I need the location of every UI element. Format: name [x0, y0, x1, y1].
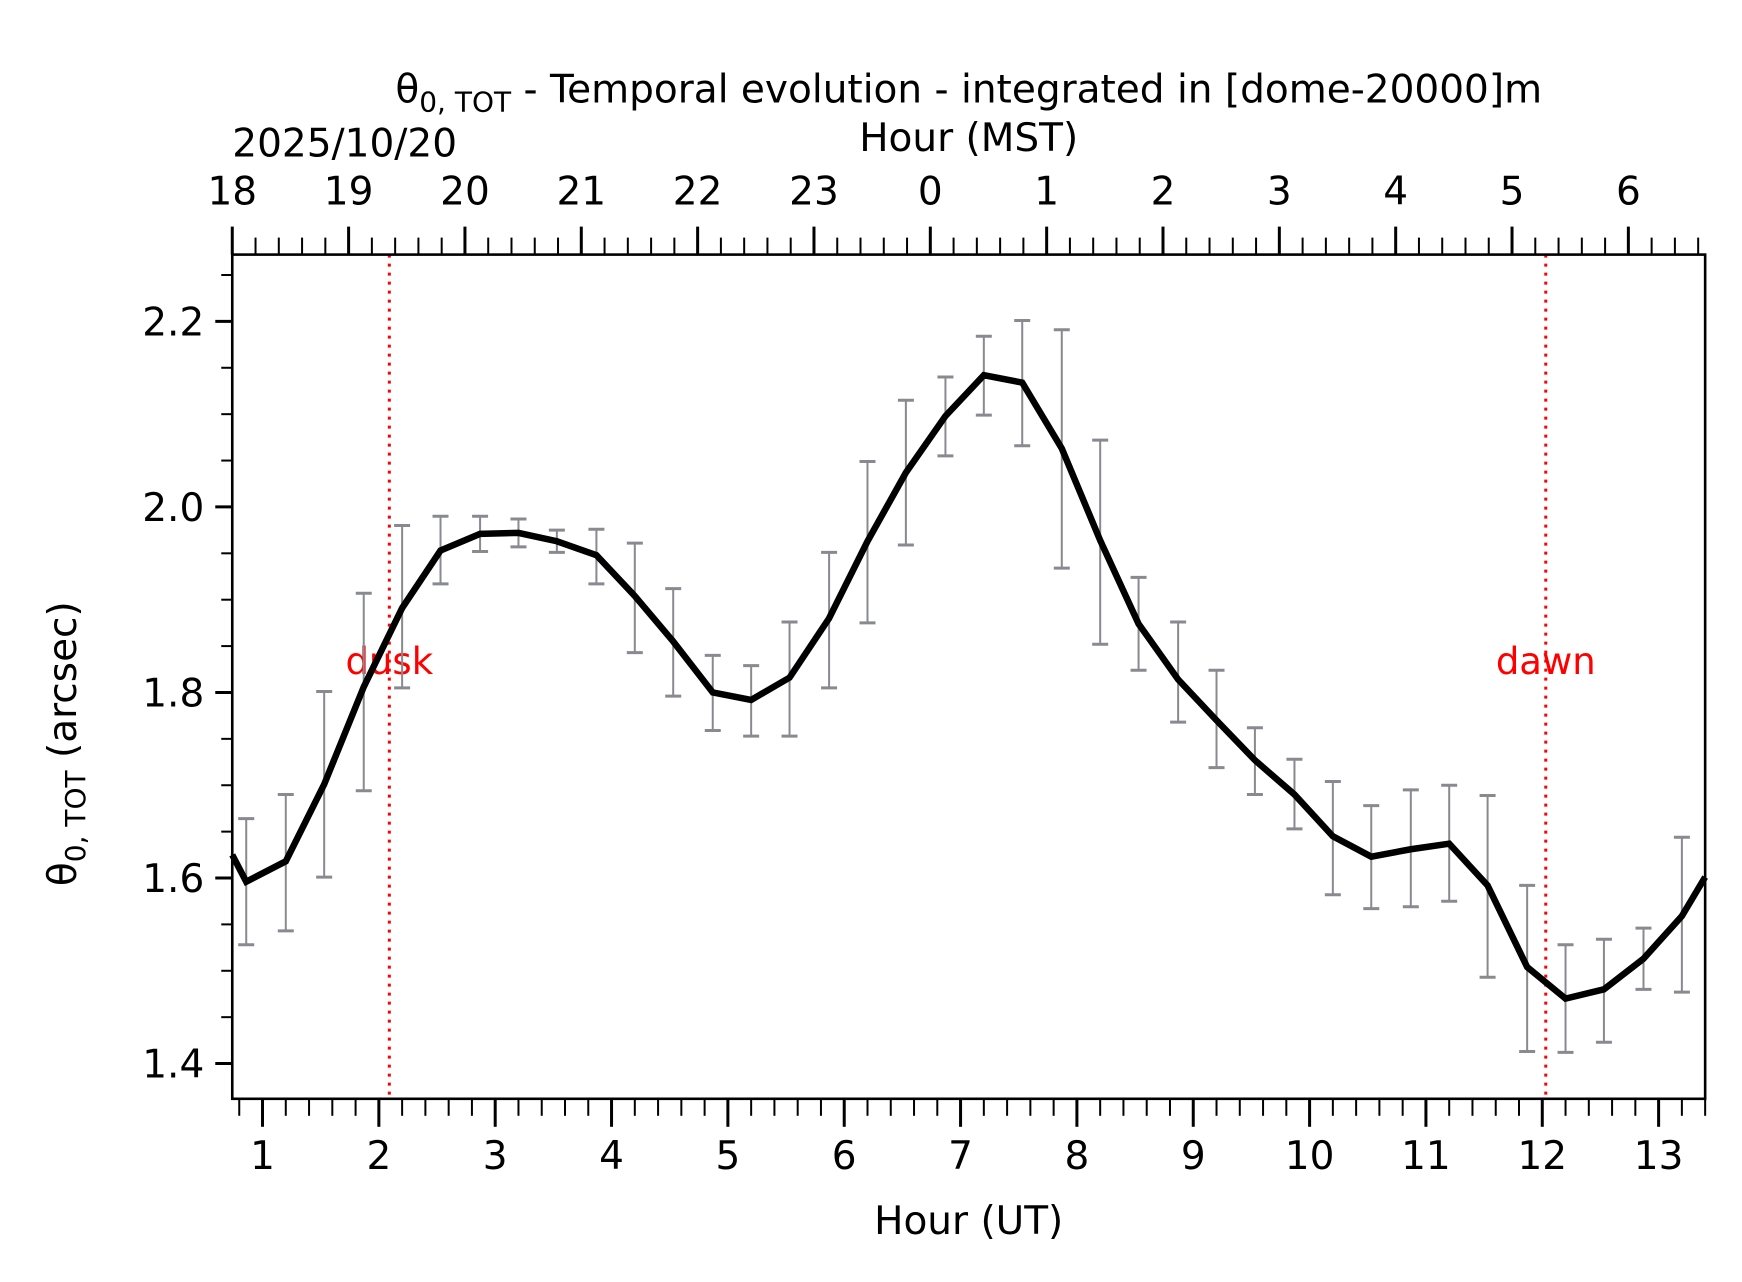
y-tick-label: 2.0	[142, 486, 204, 531]
ylabel-symbol: θ	[41, 862, 86, 886]
title-subscript: 0, TOT	[419, 86, 512, 119]
x2-tick-label: 21	[556, 170, 606, 215]
x2-tick-label: 1	[1034, 170, 1059, 215]
date-label: 2025/10/20	[232, 121, 457, 166]
x-tick-label: 12	[1517, 1134, 1567, 1179]
x2-tick-label: 6	[1616, 170, 1641, 215]
annotations: dusk dawn	[346, 254, 1596, 1099]
x-tick-label: 13	[1634, 1134, 1684, 1179]
ylabel-subscript: 0, TOT	[59, 769, 92, 862]
x-tick-label: 2	[366, 1134, 391, 1179]
series-line	[229, 371, 1708, 1003]
x-tick-label: 10	[1285, 1134, 1335, 1179]
title-symbol: θ	[395, 68, 419, 113]
series-group	[229, 371, 1708, 1003]
x2-tick-label: 18	[207, 170, 257, 215]
y-tick-label: 2.2	[142, 300, 204, 345]
y-tick-label: 1.8	[142, 671, 204, 716]
x2-tick-label: 0	[918, 170, 943, 215]
annotation-label-dusk: dusk	[346, 640, 434, 683]
x2-tick-label: 19	[324, 170, 374, 215]
x2-tick-label: 3	[1267, 170, 1292, 215]
x-tick-label: 1	[250, 1134, 275, 1179]
x-axis-label: Hour (UT)	[874, 1199, 1063, 1244]
x-tick-label: 4	[599, 1134, 624, 1179]
x2-tick-label: 23	[789, 170, 839, 215]
title-rest: - Temporal evolution - integrated in [do…	[511, 68, 1542, 113]
x-tick-label: 6	[832, 1134, 857, 1179]
y-tick-label: 1.6	[142, 857, 204, 902]
ylabel-rest: (arcsec)	[41, 601, 86, 770]
chart-title: θ0, TOT - Temporal evolution - integrate…	[395, 68, 1542, 119]
x2-tick-label: 5	[1500, 170, 1525, 215]
plot-frame	[230, 253, 1707, 1101]
x2-tick-label: 22	[673, 170, 723, 215]
x2-tick-label: 4	[1383, 170, 1408, 215]
x-tick-label: 5	[715, 1134, 740, 1179]
y-tick-label: 1.4	[142, 1043, 204, 1088]
x-tick-label: 8	[1064, 1134, 1089, 1179]
x-tick-label: 3	[483, 1134, 508, 1179]
annotation-label-dawn: dawn	[1496, 640, 1596, 683]
x-tick-label: 7	[948, 1134, 973, 1179]
x-tick-label: 9	[1181, 1134, 1206, 1179]
top-axis-label: Hour (MST)	[859, 116, 1078, 161]
x2-tick-label: 20	[440, 170, 490, 215]
chart-title-text: θ0, TOT - Temporal evolution - integrate…	[395, 68, 1542, 119]
x2-tick-label: 2	[1151, 170, 1176, 215]
y-axis-label: θ0, TOT (arcsec)	[41, 601, 92, 886]
error-bars	[238, 318, 1690, 1054]
error-bar	[1170, 620, 1187, 724]
x-tick-label: 11	[1401, 1134, 1451, 1179]
